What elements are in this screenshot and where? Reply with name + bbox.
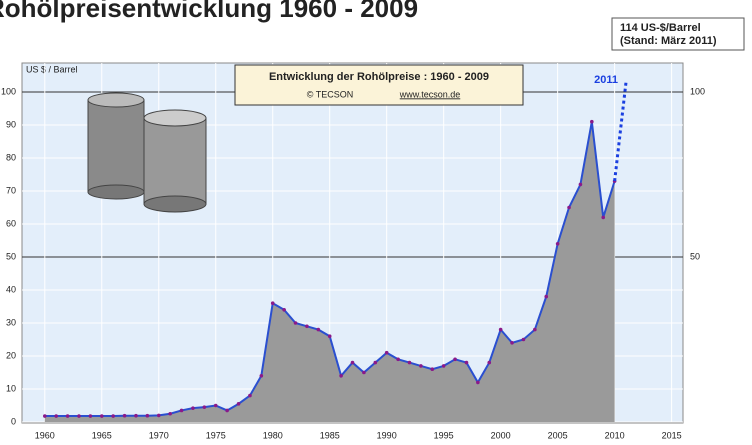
x-tick-label: 2005	[548, 430, 568, 440]
data-point	[601, 215, 606, 220]
data-point	[430, 367, 435, 372]
data-point	[316, 327, 321, 332]
inner-box-credit: © TECSON	[307, 89, 353, 99]
data-point	[464, 360, 469, 365]
data-point	[498, 327, 503, 332]
data-point	[259, 374, 264, 378]
data-point	[248, 393, 252, 398]
x-tick-label: 2015	[662, 430, 682, 440]
data-point	[202, 405, 207, 409]
data-point	[476, 380, 480, 385]
projection-label: 2011	[594, 74, 618, 86]
y2-tick-label: 50	[690, 251, 700, 261]
data-point	[590, 119, 594, 124]
data-point	[77, 414, 81, 418]
data-point	[191, 406, 195, 410]
data-point	[236, 402, 241, 406]
data-point	[168, 411, 172, 416]
y-tick-label: 80	[6, 152, 16, 162]
data-point	[54, 414, 58, 418]
inner-box-url: www.tecson.de	[399, 89, 461, 99]
data-point	[407, 360, 412, 365]
x-tick-label: 1975	[206, 430, 226, 440]
data-point	[567, 205, 571, 210]
info-box	[611, 17, 745, 51]
data-point	[179, 408, 184, 413]
inner-box	[234, 64, 524, 106]
data-point	[305, 324, 309, 329]
y-tick-label: 0	[11, 416, 16, 426]
x-tick-label: 1980	[263, 430, 283, 440]
data-point	[339, 374, 343, 378]
barrels-icon	[87, 92, 207, 213]
data-point	[521, 337, 526, 342]
y-tick-label: 90	[6, 119, 16, 129]
y-axis-label: US $ / Barrel	[26, 64, 78, 74]
data-point	[555, 242, 560, 246]
data-point	[293, 321, 298, 325]
data-point	[533, 327, 537, 332]
x-tick-label: 1985	[320, 430, 340, 440]
data-point	[384, 350, 389, 355]
area-fill	[44, 121, 615, 422]
x-tick-label: 1995	[434, 430, 454, 440]
data-point	[156, 413, 161, 418]
data-point	[145, 413, 150, 418]
info-line: (Stand: März 2011)	[620, 35, 717, 47]
data-point	[362, 370, 366, 375]
y-tick-label: 30	[6, 317, 16, 327]
x-tick-label: 2010	[605, 430, 625, 440]
x-tick-label: 1970	[149, 430, 169, 440]
data-point	[134, 413, 138, 418]
y-tick-label: 10	[6, 383, 16, 393]
chart-title: Rohölpreisentwicklung 1960 - 2009	[0, 0, 418, 23]
y2-tick-label: 100	[690, 86, 705, 96]
y-tick-label: 50	[6, 251, 16, 261]
y-tick-label: 60	[6, 218, 16, 228]
data-point	[99, 414, 104, 418]
x-tick-label: 1965	[92, 430, 112, 440]
y-tick-label: 20	[6, 350, 16, 360]
inner-box-title: Entwicklung der Rohölpreise : 1960 - 200…	[269, 71, 489, 83]
data-point	[213, 403, 218, 408]
data-point	[544, 294, 549, 299]
data-point	[373, 360, 378, 365]
y-tick-label: 70	[6, 185, 16, 195]
data-point	[419, 364, 423, 368]
info-line: 114 US-$/Barrel	[620, 22, 701, 34]
y-tick-label: 100	[1, 86, 16, 96]
data-point	[270, 301, 275, 306]
data-point	[111, 414, 115, 418]
data-point	[65, 414, 70, 418]
data-point	[487, 360, 492, 365]
projection-line	[613, 81, 628, 182]
data-point	[578, 182, 583, 187]
x-tick-label: 1960	[35, 430, 55, 440]
data-point	[282, 308, 286, 312]
x-tick-label: 1990	[377, 430, 397, 440]
y-tick-label: 40	[6, 284, 16, 294]
data-point	[225, 408, 229, 413]
data-point	[510, 341, 514, 345]
data-point	[122, 413, 127, 418]
data-point	[441, 364, 446, 368]
data-point	[88, 414, 93, 418]
data-point	[396, 357, 400, 362]
x-tick-label: 2000	[491, 430, 511, 440]
data-point	[453, 357, 457, 362]
data-point	[350, 360, 355, 365]
data-point	[327, 334, 332, 339]
data-point	[42, 414, 47, 418]
